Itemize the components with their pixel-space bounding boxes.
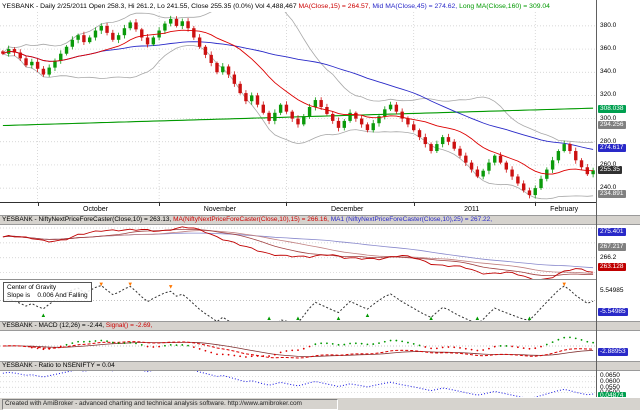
month-tick — [159, 203, 161, 206]
cog-slope-text: Slope is 0.006 And Falling — [7, 292, 88, 299]
title-segment: MA1 (NiftyNextPriceForeCaster(Close,10),… — [330, 216, 493, 223]
price-box: 0.04874 — [598, 391, 626, 400]
price-box: 267.217 — [598, 243, 626, 252]
svg-text:▼: ▼ — [561, 282, 567, 288]
price-box: 274.617 — [598, 143, 626, 152]
forecaster-plot[interactable] — [0, 225, 596, 279]
price-box: 294.256 — [598, 121, 626, 130]
price-box: -2.88953 — [598, 348, 628, 357]
forecaster-titlebar[interactable]: YESBANK - NiftyNextPriceForeCaster(Close… — [0, 215, 640, 225]
svg-text:▼: ▼ — [168, 284, 174, 290]
axis-value: 240.0 — [600, 184, 617, 192]
cog-axis: 5.54985 -5.54985 — [598, 280, 640, 321]
axis-separator — [596, 0, 597, 397]
title-segment: Long MA(Close,160) = 309.04 — [459, 3, 550, 10]
svg-text:▲: ▲ — [40, 313, 46, 319]
axis-value: 280.0 — [600, 137, 617, 145]
title-segment: YESBANK - Ratio to NSENIFTY = 0.04 — [2, 362, 115, 369]
macd-axis: -2.88953 — [598, 331, 640, 361]
axis-value: 360.0 — [600, 45, 617, 53]
title-segment: YESBANK - NiftyNextPriceForeCaster(Close… — [2, 216, 174, 223]
cog-label-box: Center of Gravity Slope is 0.006 And Fal… — [3, 282, 92, 302]
svg-text:▲: ▲ — [336, 316, 342, 321]
svg-text:▼: ▼ — [98, 282, 104, 288]
price-box: 255.35 — [598, 166, 622, 175]
ratio-plot[interactable] — [0, 371, 596, 397]
title-segment: MA(Close,15) = 264.57, — [298, 3, 373, 10]
macd-titlebar[interactable]: YESBANK - MACD (12,26) = -2.44, Signal()… — [0, 321, 640, 331]
svg-text:▲: ▲ — [474, 316, 480, 321]
month-label: November — [203, 206, 237, 213]
axis-value: 0.0650 — [600, 372, 620, 380]
title-segment: MA(NiftyNextPriceForeCaster(Close,10),15… — [173, 216, 331, 223]
svg-text:▲: ▲ — [526, 316, 532, 321]
cog-plot[interactable]: ▲ ▼ ▼ ▼ ▲ ▲ ▲ ▲ ▲ ▲ ▲ ▼ — [0, 280, 596, 321]
month-tick — [286, 203, 288, 206]
price-box: 275.401 — [598, 227, 626, 236]
price-axis: 380.0 360.0 340.0 320.0 300.0 280.0 260.0 240.0… — [598, 12, 640, 202]
date-axis: October November December 2011 February — [0, 202, 596, 215]
axis-value: 260.0 — [600, 160, 617, 168]
title-segment: YESBANK - MACD (12,26) = -2.44, — [2, 322, 106, 329]
title-segment: Mid MA(Close,45) = 274.62, — [372, 3, 460, 10]
svg-text:▲: ▲ — [364, 313, 370, 319]
title-segment: Signal() = -2.69, — [105, 322, 153, 329]
price-box: 234.891 — [598, 190, 626, 199]
price-box: 308.038 — [598, 105, 626, 114]
title-segment: YESBANK - Daily 2/25/2011 Open 258.3, Hi… — [2, 3, 299, 10]
price-pane-title: YESBANK - Daily 2/25/2011 Open 258.3, Hi… — [2, 2, 638, 12]
axis-value: 0.0600 — [600, 378, 620, 386]
svg-text:▲: ▲ — [428, 316, 434, 321]
month-label: February — [550, 206, 579, 213]
forecaster-axis: 275.401 267.217 266.2 263.128 — [598, 225, 640, 279]
macd-plot[interactable] — [0, 331, 596, 361]
svg-text:▼: ▼ — [127, 282, 133, 288]
svg-text:▲: ▲ — [295, 316, 301, 321]
month-label: December — [331, 206, 364, 213]
status-bar: Created with AmiBroker - advanced charti… — [0, 397, 640, 410]
month-tick — [413, 203, 415, 206]
month-label: October — [83, 206, 108, 213]
month-tick — [535, 203, 537, 206]
pane-separator — [0, 279, 596, 280]
svg-text:▲: ▲ — [266, 316, 272, 321]
axis-value: 320.0 — [600, 91, 617, 99]
price-plot[interactable] — [0, 12, 596, 202]
status-text: Created with AmiBroker - advanced charti… — [2, 399, 338, 410]
cog-title: Center of Gravity — [7, 284, 57, 291]
price-box: -5.54985 — [598, 307, 628, 316]
ratio-titlebar[interactable]: YESBANK - Ratio to NSENIFTY = 0.04 — [0, 361, 640, 371]
month-tick — [37, 203, 39, 206]
axis-value: 380.0 — [600, 21, 617, 29]
axis-value: 300.0 — [600, 114, 617, 122]
price-box: 263.128 — [598, 262, 626, 271]
axis-value: 266.2 — [600, 254, 617, 262]
axis-value: 340.0 — [600, 68, 617, 76]
axis-value: 0.0550 — [600, 384, 620, 391]
axis-value: 5.54985 — [600, 286, 624, 294]
month-label: 2011 — [464, 206, 480, 213]
